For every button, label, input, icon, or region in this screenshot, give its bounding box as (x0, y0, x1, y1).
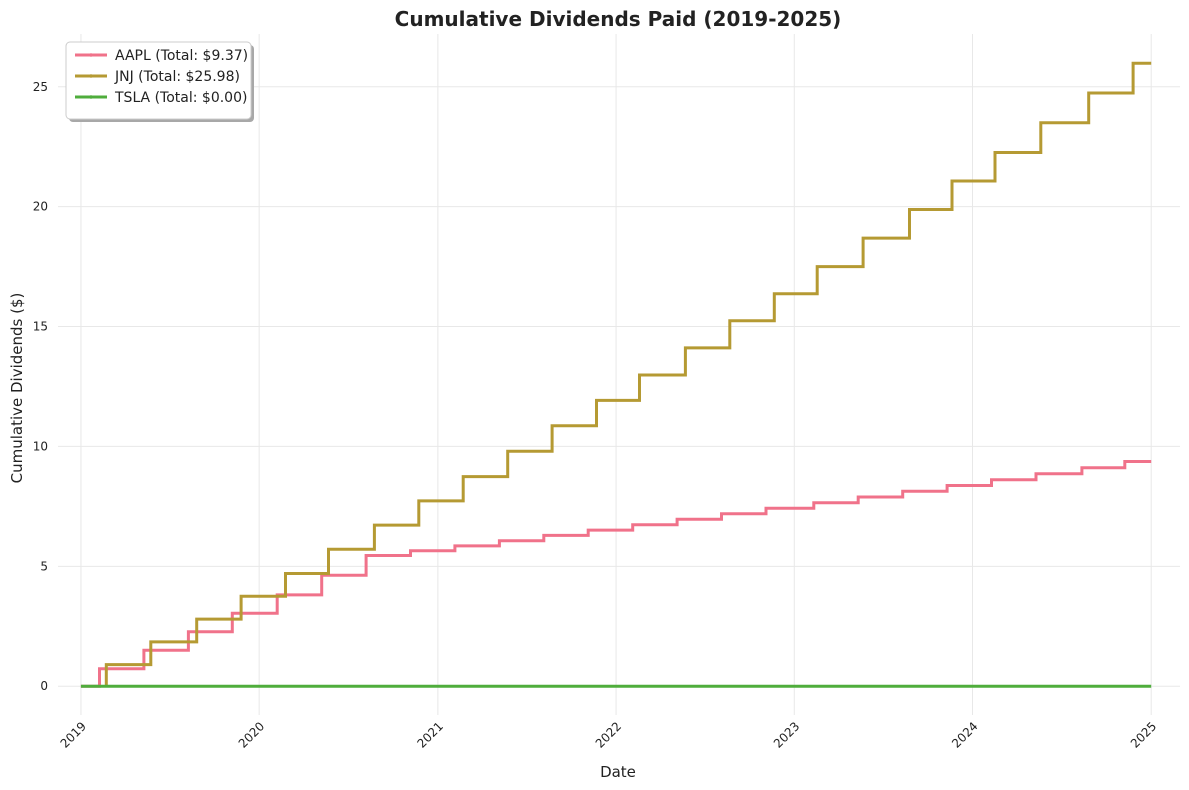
y-tick-label: 20 (33, 200, 48, 214)
x-tick-label: 2020 (236, 719, 267, 750)
x-axis-ticks: 2019 2020 2021 2022 2023 2024 2025 (58, 719, 1160, 750)
y-tick-label: 15 (33, 320, 48, 334)
legend-marker (89, 53, 93, 57)
grid-lines (58, 34, 1180, 715)
legend-box (65, 41, 252, 120)
y-axis-label: Cumulative Dividends ($) (8, 293, 26, 484)
x-tick-label: 2024 (949, 719, 980, 750)
y-tick-label: 0 (40, 679, 48, 693)
legend-entry: TSLA (Total: $0.00) (114, 90, 247, 106)
x-tick-label: 2022 (593, 719, 624, 750)
series-line-jnj (104, 61, 1152, 687)
legend: AAPL (Total: $9.37) JNJ (Total: $25.98) TS… (65, 41, 254, 122)
legend-entry: JNJ (Total: $25.98) (114, 69, 240, 85)
chart-title: Cumulative Dividends Paid (2019-2025) (395, 7, 842, 31)
legend-marker (89, 74, 93, 78)
series-lines (80, 61, 1152, 688)
x-axis-label: Date (600, 763, 636, 781)
x-tick-label: 2023 (771, 719, 802, 750)
y-tick-label: 25 (33, 80, 48, 94)
legend-entry: AAPL (Total: $9.37) (115, 48, 248, 64)
x-tick-label: 2021 (414, 719, 445, 750)
y-tick-label: 10 (33, 439, 48, 453)
y-axis-ticks: 0 5 10 15 20 25 (33, 80, 48, 693)
legend-marker (89, 95, 93, 99)
x-tick-label: 2019 (58, 719, 89, 750)
y-tick-label: 5 (40, 559, 48, 573)
x-tick-label: 2025 (1128, 719, 1159, 750)
